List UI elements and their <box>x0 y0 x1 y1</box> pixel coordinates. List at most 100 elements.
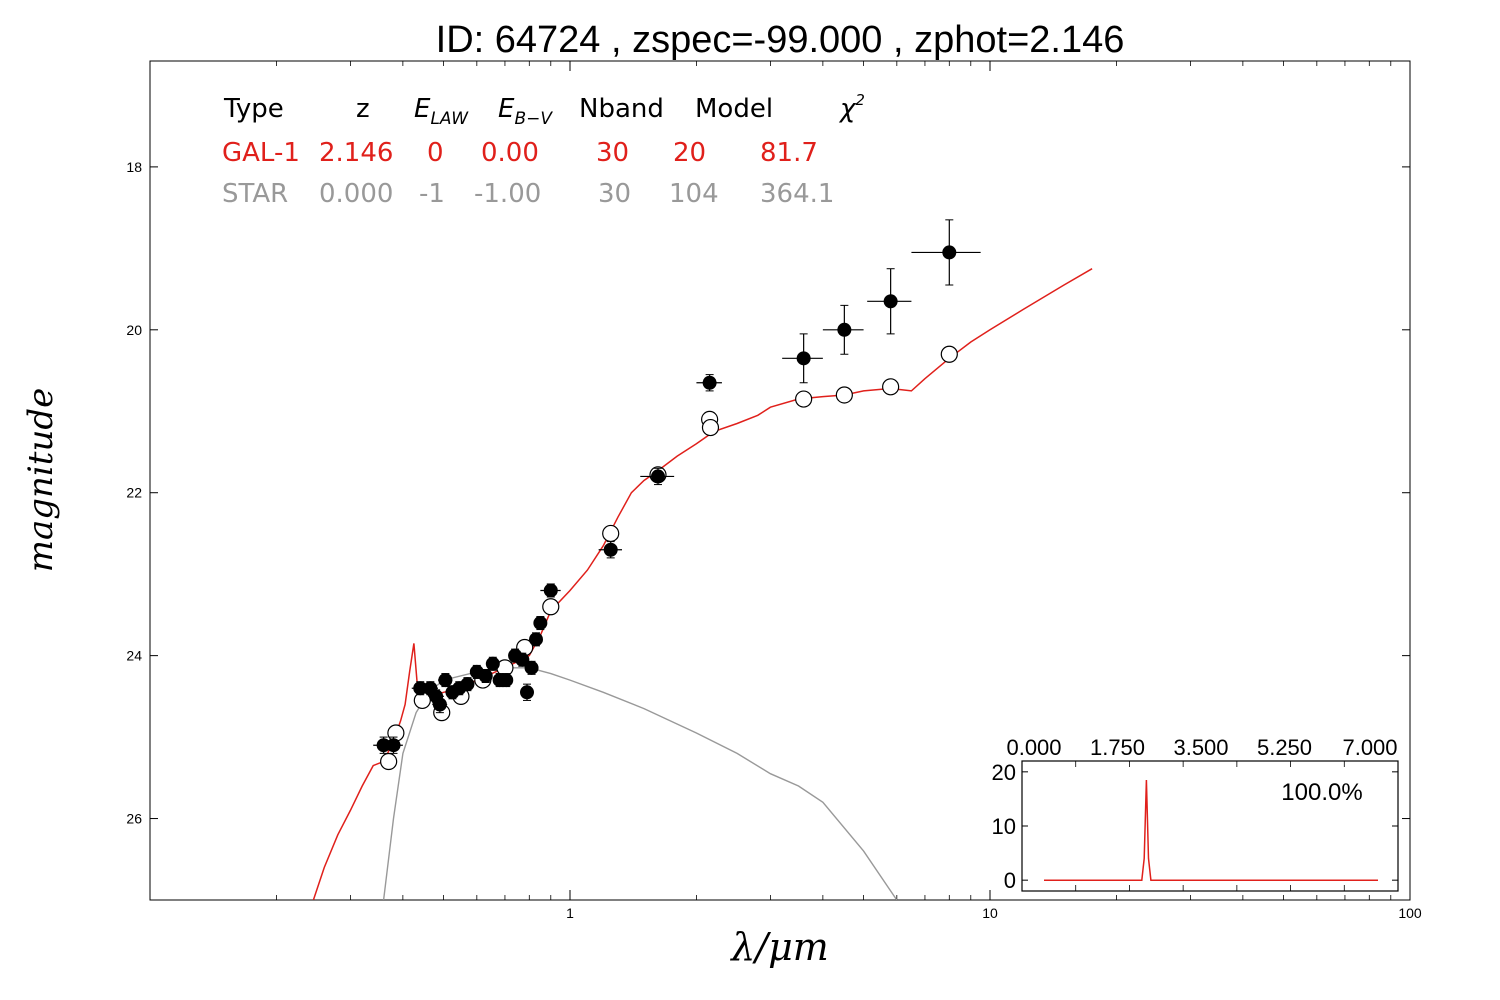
observed-marker <box>524 660 539 675</box>
observed-point <box>822 304 864 355</box>
model-marker <box>882 378 900 396</box>
observed-point <box>533 616 548 631</box>
table-header-chi2-sup: 2 <box>855 91 865 109</box>
observed-point <box>515 652 530 667</box>
observed-marker <box>515 652 530 667</box>
x-tick-label: 10 <box>982 905 998 921</box>
observed-point <box>867 268 912 335</box>
star-sed-line <box>382 667 898 900</box>
row-gal-nband: 30 <box>596 138 629 168</box>
x-axis-label: λ/μm <box>729 925 829 969</box>
model-point <box>542 598 560 616</box>
model-point <box>882 378 900 396</box>
table-header-elaw: ELAW <box>414 94 469 129</box>
row-star-model: 104 <box>669 179 719 209</box>
model-marker <box>387 724 405 742</box>
observed-marker <box>883 294 898 309</box>
observed-point <box>640 467 675 486</box>
inset-y-tick-label: 10 <box>992 814 1016 839</box>
observed-marker <box>520 685 535 700</box>
model-point <box>701 418 720 437</box>
model-point <box>380 752 398 771</box>
model-marker <box>380 752 398 771</box>
table-header-ebv-base: E <box>498 94 515 124</box>
chart-title: ID: 64724 , zspec=-99.000 , zphot=2.146 <box>436 19 1125 61</box>
table-header-type: Type <box>223 94 284 124</box>
row-star-nband: 30 <box>598 179 631 209</box>
observed-point <box>520 683 535 701</box>
inset-pdf-curve <box>1044 779 1378 881</box>
observed-point <box>432 695 448 714</box>
x-tick-label: 100 <box>1398 905 1422 921</box>
inset-x-tick-label: 0.000 <box>1006 735 1061 760</box>
row-gal-z: 2.146 <box>319 138 393 168</box>
observed-marker <box>796 351 811 366</box>
model-point <box>940 345 958 363</box>
fit-summary-table: Type z ELAW EB−V Nband Model χ2 GAL-1 2.… <box>222 91 865 209</box>
observed-marker <box>533 616 548 631</box>
inset-y-tick-label: 0 <box>1004 868 1016 893</box>
observed-marker <box>413 681 428 696</box>
observed-point <box>485 656 500 671</box>
model-marker <box>940 345 958 363</box>
observed-marker <box>460 677 475 692</box>
row-gal-model: 20 <box>673 138 706 168</box>
observed-marker <box>603 542 618 557</box>
model-marker <box>795 390 813 408</box>
observed-point <box>598 541 623 559</box>
row-gal-type: GAL-1 <box>222 138 300 168</box>
table-header-z: z <box>356 94 370 124</box>
row-star-type: STAR <box>222 179 288 209</box>
table-header-chi2-base: χ <box>838 94 857 124</box>
observed-marker <box>702 375 717 390</box>
model-point <box>387 724 405 742</box>
observed-marker <box>478 668 493 683</box>
observed-point <box>911 219 981 286</box>
row-star-z: 0.000 <box>319 179 393 209</box>
observed-point <box>696 374 722 392</box>
observed-marker <box>529 632 544 647</box>
table-header-model: Model <box>695 94 773 124</box>
star-sed-layer <box>382 667 898 900</box>
inset-frame <box>1021 760 1399 892</box>
y-tick-label: 24 <box>126 648 142 664</box>
observed-marker <box>650 469 665 484</box>
observed-point <box>524 660 539 675</box>
observed-marker <box>432 697 447 712</box>
table-header-elaw-sub: LAW <box>430 109 469 129</box>
y-axis-label: magnitude <box>21 388 61 573</box>
row-star-chi2: 364.1 <box>760 179 834 209</box>
model-marker <box>602 524 620 543</box>
x-tick-label: 1 <box>566 905 574 921</box>
table-header-ebv-sub: B−V <box>514 109 553 129</box>
row-gal-chi2: 81.7 <box>760 138 818 168</box>
model-marker <box>835 386 853 404</box>
observed-point <box>383 736 403 754</box>
row-gal-ebv: 0.00 <box>481 138 539 168</box>
galaxy-sed-layer <box>312 268 1093 900</box>
model-marker <box>701 418 720 437</box>
plot-frame <box>149 60 1411 901</box>
observed-marker <box>485 656 500 671</box>
observed-marker <box>499 673 514 688</box>
inset-annotation: 100.0% <box>1281 779 1362 806</box>
pdf-line <box>1044 779 1378 881</box>
observed-point <box>460 677 475 692</box>
model-point <box>602 524 620 543</box>
observed-marker <box>543 583 558 598</box>
y-tick-label: 22 <box>126 485 142 501</box>
inset-x-tick-label: 5.250 <box>1257 735 1312 760</box>
observed-point <box>540 583 561 598</box>
y-tick-label: 20 <box>126 322 142 338</box>
model-marker <box>542 598 560 616</box>
observed-marker <box>386 738 401 753</box>
y-tick-label: 26 <box>126 811 142 827</box>
observed-marker <box>942 245 957 260</box>
row-star-ebv: -1.00 <box>474 179 541 209</box>
row-gal-elaw: 0 <box>427 138 444 168</box>
table-header-ebv: EB−V <box>498 94 553 129</box>
table-header-nband: Nband <box>579 94 664 124</box>
observed-point <box>438 673 453 688</box>
